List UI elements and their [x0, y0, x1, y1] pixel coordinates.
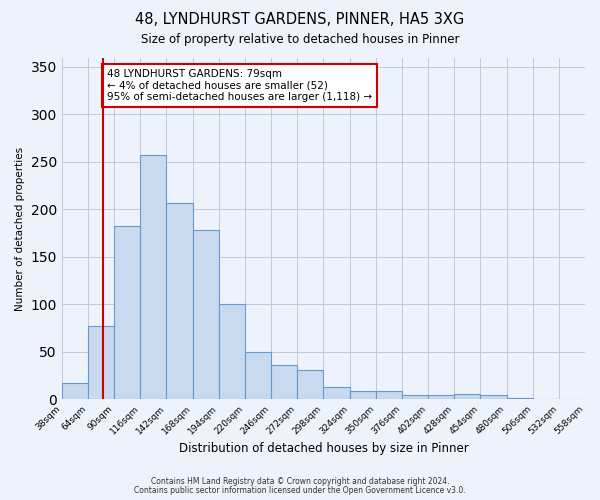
Text: Contains public sector information licensed under the Open Government Licence v3: Contains public sector information licen…	[134, 486, 466, 495]
Bar	[376, 391, 402, 400]
Bar	[88, 326, 114, 400]
Bar	[193, 230, 219, 400]
Bar	[140, 156, 166, 400]
Text: Size of property relative to detached houses in Pinner: Size of property relative to detached ho…	[141, 32, 459, 46]
Bar	[219, 304, 245, 400]
Bar	[559, 398, 585, 400]
Bar	[297, 370, 323, 400]
Bar	[114, 226, 140, 400]
Bar	[166, 203, 193, 400]
Bar	[533, 398, 559, 400]
Bar	[402, 394, 428, 400]
Text: 48, LYNDHURST GARDENS, PINNER, HA5 3XG: 48, LYNDHURST GARDENS, PINNER, HA5 3XG	[136, 12, 464, 28]
Bar	[245, 352, 271, 400]
Bar	[271, 366, 297, 400]
Bar	[62, 384, 88, 400]
Bar	[481, 394, 506, 400]
Bar	[428, 394, 454, 400]
Text: Contains HM Land Registry data © Crown copyright and database right 2024.: Contains HM Land Registry data © Crown c…	[151, 477, 449, 486]
Bar	[454, 394, 481, 400]
Bar	[506, 398, 533, 400]
Bar	[350, 391, 376, 400]
Y-axis label: Number of detached properties: Number of detached properties	[15, 146, 25, 310]
Bar	[323, 387, 350, 400]
Text: 48 LYNDHURST GARDENS: 79sqm
← 4% of detached houses are smaller (52)
95% of semi: 48 LYNDHURST GARDENS: 79sqm ← 4% of deta…	[107, 69, 372, 102]
X-axis label: Distribution of detached houses by size in Pinner: Distribution of detached houses by size …	[179, 442, 468, 455]
